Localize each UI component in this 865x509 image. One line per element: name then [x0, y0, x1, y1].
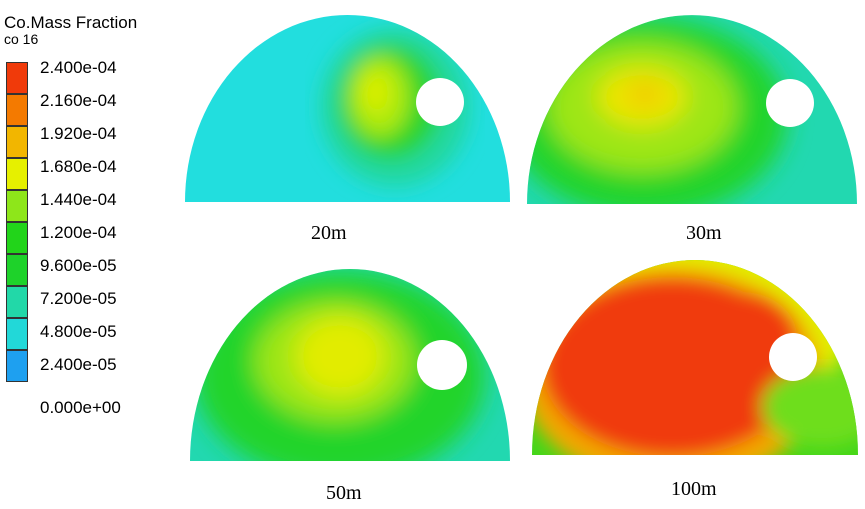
- legend-title: Co.Mass Fraction: [4, 13, 138, 32]
- colorbar-swatch: [6, 222, 28, 254]
- colorbar-swatch: [6, 94, 28, 126]
- caption-100m: 100m: [671, 478, 717, 500]
- legend-tick: 2.400e-04: [40, 58, 117, 77]
- contour-panel-100m: [532, 260, 858, 455]
- legend-subtitle: co 16: [4, 31, 39, 47]
- contour-panel-30m: [527, 15, 857, 204]
- colorbar-swatch: [6, 126, 28, 158]
- legend-tick: 1.680e-04: [40, 157, 117, 176]
- colorbar-swatch: [6, 286, 28, 318]
- legend-tick: 2.160e-04: [40, 91, 117, 110]
- colorbar-swatch: [6, 158, 28, 190]
- legend-tick: 4.800e-05: [40, 322, 117, 341]
- caption-20m: 20m: [311, 222, 347, 244]
- caption-50m: 50m: [326, 482, 362, 504]
- colorbar: [6, 62, 28, 382]
- legend-tick: 1.920e-04: [40, 124, 117, 143]
- legend-tick: 0.000e+00: [40, 398, 121, 417]
- colorbar-swatch: [6, 254, 28, 286]
- legend-tick: 1.440e-04: [40, 190, 117, 209]
- colorbar-swatch: [6, 318, 28, 350]
- colorbar-swatch: [6, 62, 28, 94]
- colorbar-swatch: [6, 190, 28, 222]
- legend-tick: 1.200e-04: [40, 223, 117, 242]
- legend-tick: 2.400e-05: [40, 355, 117, 374]
- contour-panel-50m: [190, 269, 510, 461]
- legend-tick: 7.200e-05: [40, 289, 117, 308]
- contour-panel-20m: [185, 15, 510, 202]
- caption-30m: 30m: [686, 222, 722, 244]
- colorbar-swatch: [6, 350, 28, 382]
- legend-tick: 9.600e-05: [40, 256, 117, 275]
